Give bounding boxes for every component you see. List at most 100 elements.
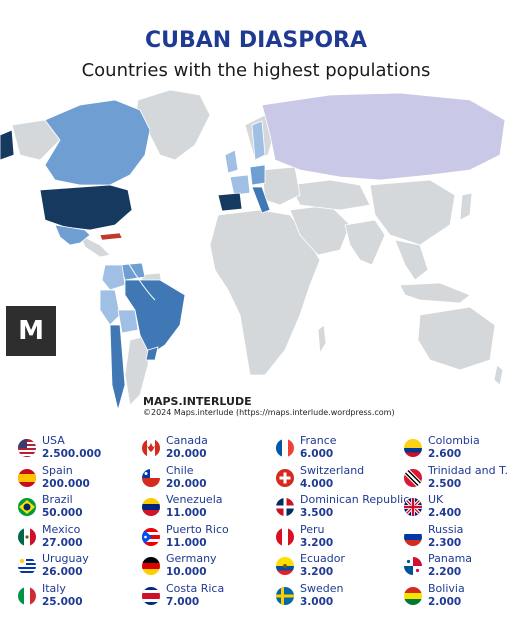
- legend-entry-sweden: Sweden 3.000: [276, 581, 401, 609]
- se-asia: [394, 239, 429, 281]
- legend-country-name: Brazil: [42, 493, 73, 506]
- legend-country-name: Chile: [166, 463, 194, 477]
- legend-country-name: Uruguay: [42, 552, 89, 565]
- mexico: [54, 224, 91, 246]
- legend-population-value: 3.000: [300, 595, 334, 608]
- france: [229, 174, 251, 196]
- legend-population-value: 11.000: [166, 507, 207, 519]
- brazil-flag-icon: [18, 498, 36, 516]
- switzerland-flag-icon: [276, 468, 294, 487]
- legend-population-value: 10.000: [166, 566, 207, 578]
- bolivia-flag-icon: [404, 586, 422, 605]
- legend-country-name: Colombia: [428, 434, 480, 447]
- legend-entry-usa: USA 2.500.000: [18, 433, 143, 461]
- canada: [44, 99, 151, 186]
- legend-country-name: Sweden: [300, 581, 344, 595]
- copyright-notice: ©2024 Maps.interlude (https://maps.inter…: [143, 408, 395, 417]
- sweden-flag-icon: [276, 586, 294, 605]
- new-zealand: [493, 364, 504, 386]
- page-subtitle: Countries with the highest populations: [81, 60, 431, 81]
- legend-country-name: Puerto Rico: [166, 522, 229, 536]
- alaska: [11, 119, 61, 161]
- legend-entry-spain: Spain 200.000: [18, 463, 143, 491]
- legend-entry-france: France 6.000: [276, 433, 401, 461]
- peru: [99, 289, 121, 326]
- legend-country-name: Trinidad and T.: [428, 463, 509, 477]
- legend-entry-canada: Canada 20.000: [142, 433, 267, 461]
- page-title: CUBAN DIASPORA: [145, 28, 367, 53]
- spain-flag-icon: [18, 468, 36, 487]
- india: [344, 219, 386, 266]
- legend-country-name: Peru: [300, 522, 325, 536]
- central-america: [79, 234, 111, 258]
- panama-flag-icon: [404, 557, 422, 575]
- uk: [224, 149, 239, 174]
- sweden: [251, 120, 266, 161]
- italy-flag-icon: [18, 586, 36, 605]
- france-flag-icon: [276, 439, 294, 457]
- legend-population-value: 2.500.000: [42, 448, 102, 460]
- russia: [261, 92, 506, 181]
- legend-entry-brazil: Brazil 50.000: [18, 492, 143, 520]
- legend-country-name: Spain: [42, 463, 73, 477]
- legend-entry-uk: UK 2.400: [404, 492, 512, 520]
- legend-entry-germany: Germany 10.000: [142, 551, 267, 579]
- usa: [39, 184, 133, 231]
- legend-population-value: 3.200: [300, 536, 334, 549]
- bolivia: [117, 309, 139, 334]
- legend-country-name: France: [300, 434, 337, 447]
- legend-population-value: 2.000: [428, 595, 462, 608]
- legend-population-value: 200.000: [42, 477, 90, 490]
- legend-country-name: Canada: [166, 434, 208, 447]
- legend: USA 2.500.000 Spain 200.000 Brazil 50.000 Mexi…: [0, 425, 512, 625]
- legend-entry-puerto-rico: Puerto Rico 11.000: [142, 522, 267, 550]
- legend-country-name: USA: [42, 434, 65, 447]
- legend-population-value: 25.000: [42, 595, 83, 608]
- venezuela-flag-icon: [142, 498, 160, 516]
- legend-entry-trinidad: Trinidad and T. 2.500: [404, 463, 512, 491]
- madagascar: [317, 324, 327, 355]
- legend-country-name: Mexico: [42, 522, 81, 536]
- legend-population-value: 6.000: [300, 448, 334, 460]
- cuba: [99, 232, 123, 241]
- legend-entry-uruguay: Uruguay 26.000: [18, 551, 143, 579]
- legend-country-name: Italy: [42, 581, 66, 595]
- legend-entry-bolivia: Bolivia 2.000: [404, 581, 512, 609]
- eastern-europe: [261, 166, 301, 206]
- legend-population-value: 2.300: [428, 536, 462, 549]
- legend-country-name: Switzerland: [300, 463, 365, 477]
- ecuador-flag-icon: [276, 557, 294, 575]
- legend-country-name: Venezuela: [166, 493, 223, 506]
- trinidad-flag-icon: [404, 468, 422, 487]
- legend-population-value: 27.000: [42, 536, 83, 549]
- uruguay: [145, 346, 159, 361]
- brand-name: MAPS.INTERLUDE: [143, 395, 252, 408]
- legend-country-name: Dominican Republic: [300, 493, 410, 506]
- legend-entry-mexico: Mexico 27.000: [18, 522, 143, 550]
- legend-population-value: 3.500: [300, 507, 334, 519]
- germany: [249, 164, 266, 186]
- legend-entry-chile: Chile 20.000: [142, 463, 267, 491]
- chile: [109, 324, 126, 412]
- canada-flag-icon: [142, 439, 160, 457]
- map-land: [11, 89, 504, 406]
- legend-entry-dominican-republic: Dominican Republic 3.500: [276, 492, 409, 520]
- logo: M: [6, 306, 56, 356]
- china: [369, 179, 456, 246]
- central-asia: [289, 179, 371, 211]
- indonesia: [399, 282, 471, 304]
- legend-population-value: 20.000: [166, 448, 207, 460]
- legend-population-value: 50.000: [42, 507, 83, 519]
- costa-rica-flag-icon: [142, 586, 160, 605]
- australia: [417, 306, 496, 371]
- legend-entry-switzerland: Switzerland 4.000: [276, 463, 401, 491]
- legend-population-value: 26.000: [42, 566, 83, 578]
- legend-country-name: Germany: [166, 552, 217, 565]
- germany-flag-icon: [142, 557, 160, 575]
- legend-population-value: 2.500: [428, 477, 462, 490]
- arrow-to-spain: [119, 192, 226, 236]
- legend-country-name: Panama: [428, 552, 473, 565]
- legend-entry-costa-rica: Costa Rica 7.000: [142, 581, 267, 609]
- legend-entry-venezuela: Venezuela 11.000: [142, 492, 267, 520]
- legend-entry-ecuador: Ecuador 3.200: [276, 551, 401, 579]
